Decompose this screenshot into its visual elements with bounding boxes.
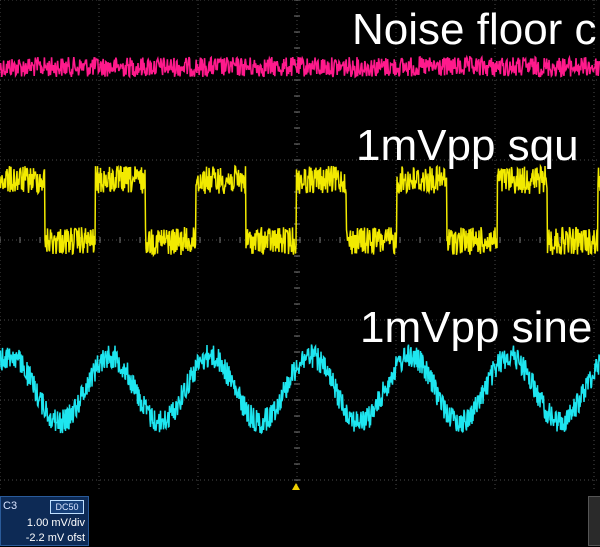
channel-descriptor-box[interactable]: C3 DC50 1.00 mV/div -2.2 mV ofst xyxy=(0,496,89,546)
sine-wave-trace xyxy=(0,343,600,435)
vertical-scale: 1.00 mV/div xyxy=(26,517,85,529)
status-bar xyxy=(0,490,600,547)
noise-floor-label: Noise floor c xyxy=(352,5,597,54)
timebase-descriptor-box[interactable] xyxy=(588,496,600,546)
channel-name: C3 xyxy=(3,500,18,512)
noise-floor-trace xyxy=(0,54,600,79)
waveform-area xyxy=(0,54,600,435)
square-wave-trace xyxy=(0,163,600,258)
trigger-position-marker-icon[interactable] xyxy=(292,483,300,490)
sine-wave-label: 1mVpp sine xyxy=(360,303,593,352)
coupling-badge: DC50 xyxy=(50,500,84,514)
graticule xyxy=(0,0,600,490)
scope-display: Noise floor c 1mVpp squ 1mVpp sine xyxy=(0,0,600,490)
square-wave-label: 1mVpp squ xyxy=(356,121,579,170)
vertical-offset: -2.2 mV ofst xyxy=(25,532,85,544)
